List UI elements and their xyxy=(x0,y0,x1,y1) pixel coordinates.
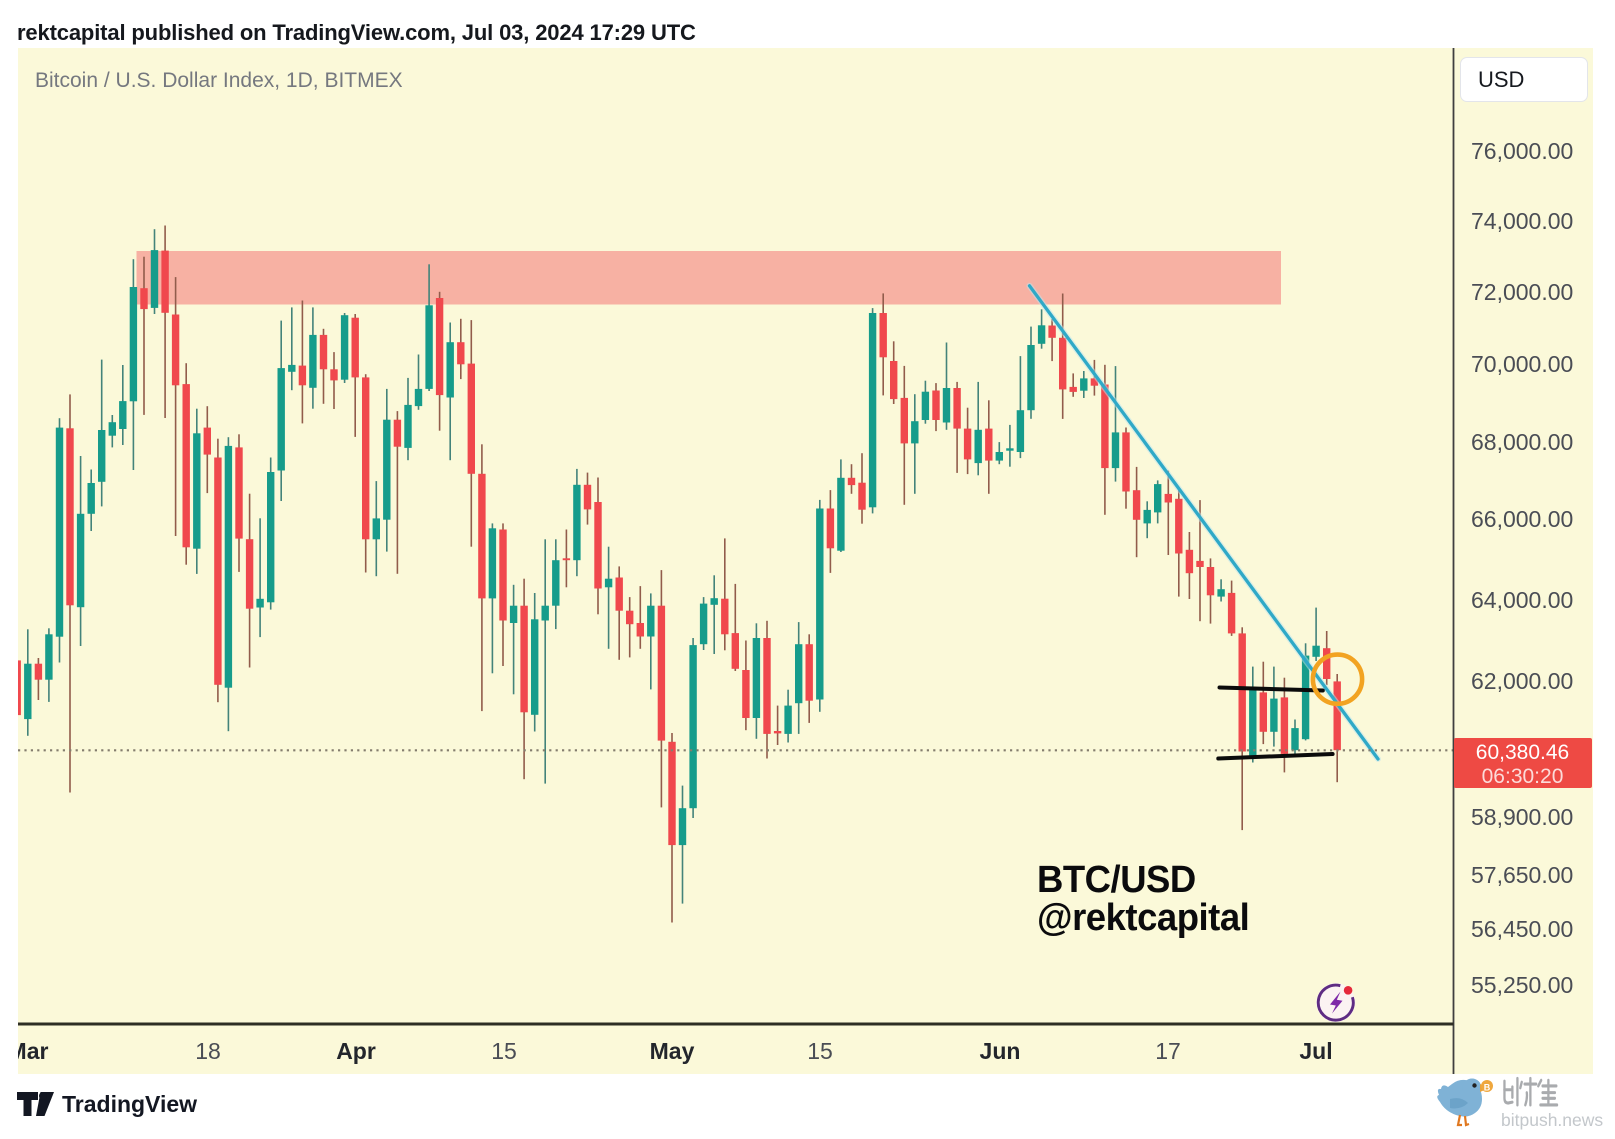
svg-text:B: B xyxy=(1484,1083,1491,1093)
